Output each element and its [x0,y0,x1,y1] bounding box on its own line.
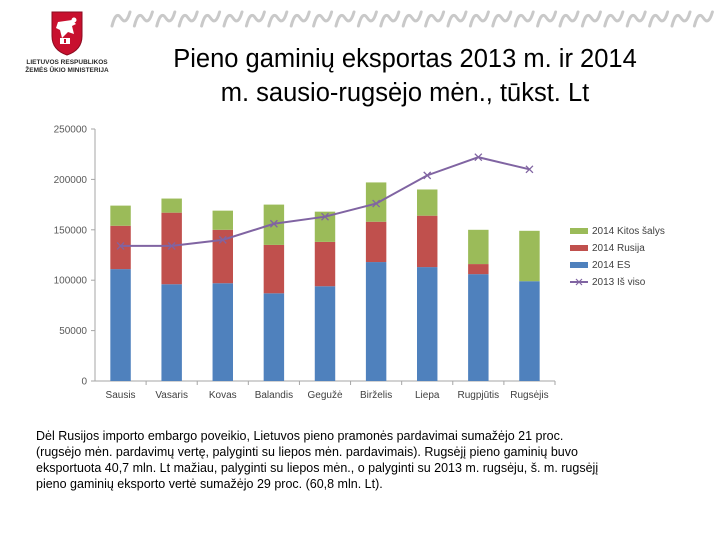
pattern-swirl [513,10,535,28]
title-line-1: Pieno gaminių eksportas 2013 m. ir 2014 [173,45,637,73]
legend-swatch [570,245,588,251]
bar-segment [161,284,182,381]
legend-marker [575,278,583,286]
line-point-marker [321,212,329,221]
page-title: Pieno gaminių eksportas 2013 m. ir 2014 … [80,42,720,110]
pattern-swirl [312,10,334,28]
stacked-bar-chart: 0 50000 100000 150000 200000 250000 Sausis Vasa… [54,125,665,402]
pattern-swirl [603,10,625,28]
pattern-swirl [580,10,602,28]
legend-label: 2014 Rusija [592,243,645,254]
bar-segment [212,283,233,381]
logo-text-line2: ŽEMĖS ŪKIO MINISTERIJA [25,67,109,74]
bar-segment [417,267,438,381]
pattern-swirl [244,10,266,28]
x-tick-label: Gegužė [307,390,342,401]
y-tick-label: 0 [81,377,87,388]
x-tick-label: Vasaris [155,390,188,401]
bar-segment [314,286,336,381]
bar-segment [263,244,285,294]
x-tick-label: Sausis [106,390,136,401]
bar-segment [212,229,233,284]
y-tick-label: 150000 [54,225,88,236]
pattern-swirl [334,10,356,28]
legend-swatch [570,228,588,234]
y-tick-label: 50000 [59,326,87,337]
pattern-swirl [692,10,714,28]
pattern-swirl [536,10,558,28]
line-point-marker [372,199,381,208]
bar-segment [417,215,438,268]
description-text: Dėl Rusijos importo embargo poveikio, Li… [36,428,696,492]
pattern-swirl [222,10,244,28]
logo-text-line1: LIETUVOS RESPUBLIKOS [26,59,108,66]
bar-segment [468,264,489,275]
pattern-swirl [625,10,647,28]
y-tick-label: 250000 [54,125,88,136]
y-tick-label: 100000 [54,276,88,287]
bar-segment [314,211,336,242]
bar-segment [110,269,131,381]
bar-segment [365,221,387,263]
x-tick-label: Kovas [209,390,237,401]
pattern-swirl [177,10,199,28]
pattern-swirl [446,10,468,28]
pattern-swirl [379,10,401,28]
pattern-swirl [491,10,513,28]
x-tick-label: Birželis [360,390,392,401]
legend-label: 2014 Kitos šalys [592,226,665,237]
bar-segment [468,274,489,381]
line-point-marker [423,171,432,180]
line-point-marker [474,153,483,162]
bar-segment [110,225,131,270]
bar-segment [110,205,131,226]
pattern-swirl [155,10,177,28]
x-tick-label: Rugpjūtis [457,390,499,401]
bar-segment [365,262,387,381]
bar-segment [519,281,540,381]
line-point-marker [218,235,227,244]
pattern-swirl [356,10,378,28]
bar-segment [263,293,285,381]
x-tick-label: Balandis [255,390,293,401]
line-point-marker [116,241,125,250]
bar-segment [468,229,489,265]
decorative-header-pattern [110,10,714,28]
description-line-3: eksportuota 40,7 mln. Lt mažiau, palygin… [36,461,599,475]
pattern-swirl [132,10,154,28]
line-point-marker [167,241,176,250]
pattern-swirl [468,10,490,28]
bar-segment [519,230,540,282]
y-tick-label: 200000 [54,175,88,186]
pattern-swirl [267,10,289,28]
bar-segment [161,212,182,285]
coat-of-arms-icon [51,11,83,56]
description-line-2: (rugsėjo mėn. pardavimų vertę, palyginti… [36,445,578,459]
ministry-logo: LIETUVOS RESPUBLIKOS ŽEMĖS ŪKIO MINISTER… [22,8,112,80]
x-tick-label: Liepa [415,390,440,401]
pattern-swirl [424,10,446,28]
pattern-swirl [558,10,580,28]
bar-segment [314,241,336,287]
line-point-marker [269,219,278,228]
pattern-swirl [401,10,423,28]
pattern-swirl [110,10,132,28]
description-line-4: pieno gaminių eksporto vertė sumažėjo 29… [36,477,383,491]
title-line-2: m. sausio-rugsėjo mėn., tūkst. Lt [220,79,590,107]
bar-segment [417,189,438,216]
pattern-swirl [648,10,670,28]
bar-segment [212,210,233,230]
legend-label: 2013 Iš viso [592,277,646,288]
line-point-marker [525,165,534,174]
pattern-swirl [200,10,222,28]
bar-segment [365,182,387,222]
pattern-swirl [670,10,692,28]
legend-label: 2014 ES [592,260,631,271]
bar-segment [161,198,182,213]
pattern-swirl [289,10,311,28]
description-line-1: Dėl Rusijos importo embargo poveikio, Li… [36,429,564,443]
legend-swatch [570,262,588,268]
x-tick-label: Rugsėjis [510,390,548,401]
